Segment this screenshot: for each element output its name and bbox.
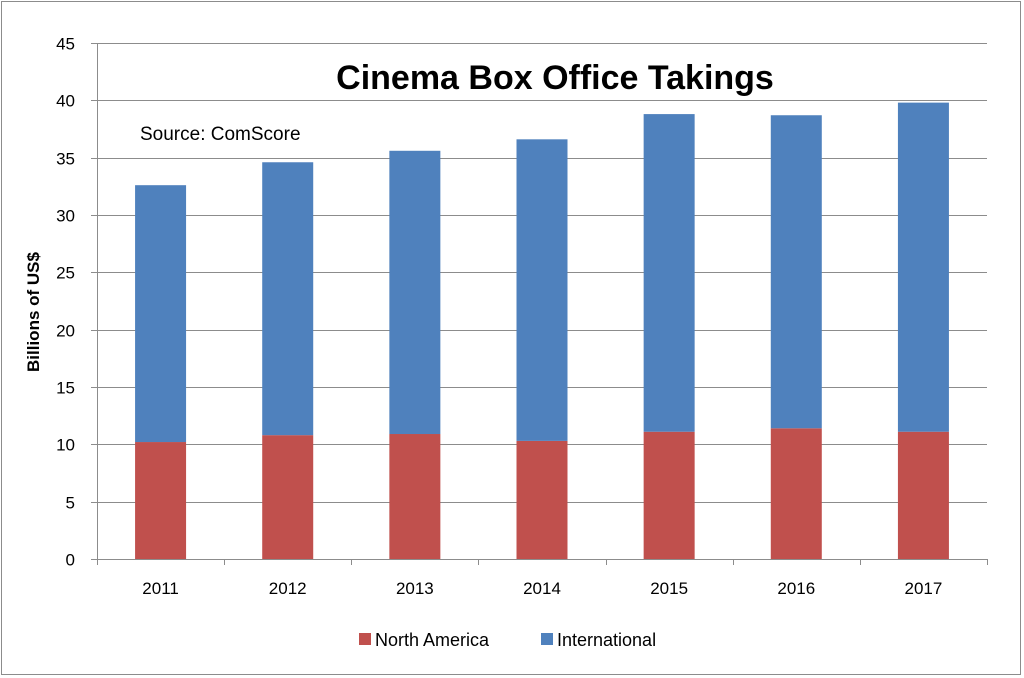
legend-swatch-north-america — [359, 633, 371, 645]
legend-swatch-international — [541, 633, 553, 645]
bar-north-america-2012 — [262, 435, 314, 559]
bar-international-2011 — [135, 185, 187, 443]
x-tick-label: 2013 — [396, 579, 434, 598]
bar-international-2015 — [643, 114, 695, 432]
y-axis-title: Billions of US$ — [24, 251, 43, 372]
bar-north-america-2017 — [897, 431, 949, 559]
y-tick-label: 5 — [66, 494, 75, 513]
axis-layer — [91, 43, 988, 565]
y-tick-label: 0 — [66, 551, 75, 570]
bar-international-2014 — [516, 139, 568, 441]
bar-north-america-2014 — [516, 440, 568, 559]
x-tick-label: 2014 — [523, 579, 561, 598]
x-tick-label: 2015 — [650, 579, 688, 598]
y-tick-label: 25 — [56, 264, 75, 283]
x-tick-label: 2016 — [777, 579, 815, 598]
bar-north-america-2013 — [389, 434, 441, 559]
y-tick-label: 20 — [56, 322, 75, 341]
bar-layer — [135, 102, 949, 559]
legend: North America International — [359, 630, 656, 650]
y-tick-label: 15 — [56, 379, 75, 398]
x-tick-label: 2012 — [269, 579, 307, 598]
bar-north-america-2015 — [643, 431, 695, 559]
chart-title: Cinema Box Office Takings — [336, 59, 774, 97]
source-annotation: Source: ComScore — [140, 124, 301, 145]
legend-label-international: International — [557, 630, 656, 650]
bar-international-2016 — [770, 115, 822, 429]
bar-international-2017 — [897, 102, 949, 432]
y-tick-label: 30 — [56, 207, 75, 226]
bar-north-america-2011 — [135, 442, 187, 559]
y-tick-label: 35 — [56, 150, 75, 169]
x-tick-label: 2011 — [142, 579, 179, 598]
legend-label-north-america: North America — [375, 630, 490, 650]
bar-international-2013 — [389, 150, 441, 435]
y-tick-label: 40 — [56, 92, 75, 111]
y-tick-labels: 0 5 10 15 20 25 30 35 40 45 — [56, 35, 75, 570]
x-tick-label: 2017 — [905, 579, 943, 598]
x-tick-labels: 2011 2012 2013 2014 2015 2016 2017 — [142, 579, 942, 598]
y-tick-label: 45 — [56, 35, 75, 54]
bar-international-2012 — [262, 162, 314, 436]
bar-north-america-2016 — [770, 428, 822, 559]
y-tick-label: 10 — [56, 436, 75, 455]
